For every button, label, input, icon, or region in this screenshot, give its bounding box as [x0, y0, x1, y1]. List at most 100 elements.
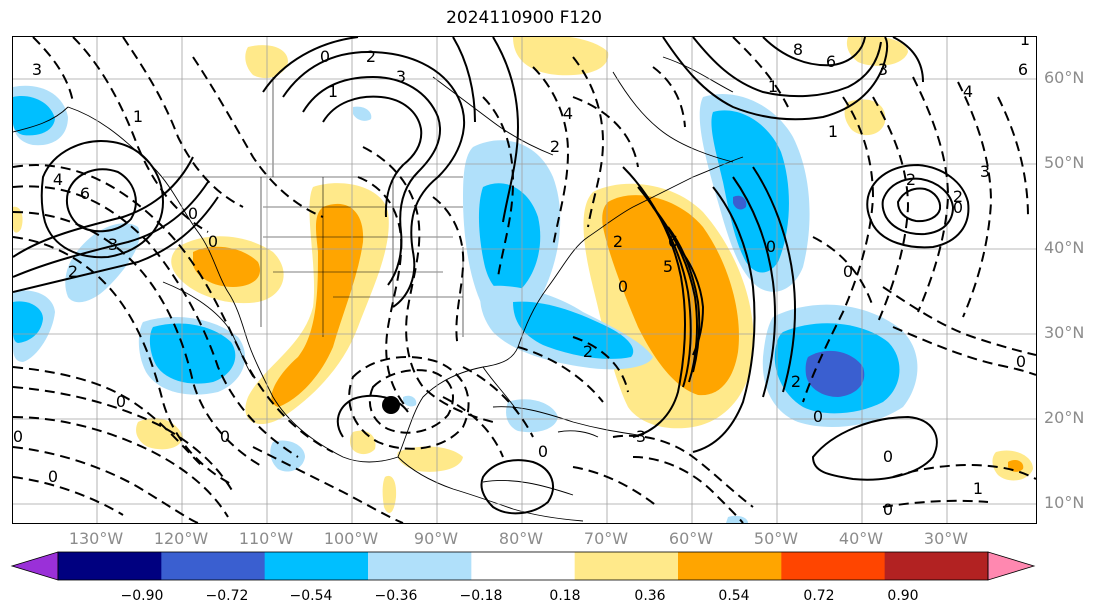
contour-label: 2 [791, 372, 801, 391]
colorbar-cell [58, 552, 162, 580]
lat-label: 50°N [1044, 153, 1085, 172]
colorbar-tick-label: −0.36 [374, 588, 418, 604]
positive-anomaly-region [382, 475, 397, 513]
negative-anomaly-region [13, 96, 55, 136]
contour-label: 3 [32, 60, 42, 79]
contour-label: 0 [1016, 352, 1026, 371]
colorbar-tick-label: 0.90 [887, 588, 919, 604]
contour-labels: 3 1 4 6 0 2 3 3 0 2 4 8 6 3 4 3 2 2 0 0 … [13, 37, 1030, 519]
lat-label: 60°N [1044, 68, 1085, 87]
positive-anomaly-region [13, 206, 23, 233]
positive-anomaly-region [349, 430, 376, 455]
contour-label: 3 [636, 427, 646, 446]
negative-anomaly-region [270, 440, 305, 472]
contour-label: 4 [963, 82, 973, 101]
contour-label: 2 [550, 137, 560, 156]
colorbar-cell [264, 552, 369, 580]
contour-label: 0 [883, 447, 893, 466]
lon-label: 90°W [413, 529, 459, 548]
colorbar-tick-label: −0.54 [289, 588, 333, 604]
negative-contours [13, 37, 1036, 523]
lon-label: 30°W [923, 529, 969, 548]
negative-anomaly-region [478, 183, 541, 295]
contour-label: 0 [48, 467, 58, 486]
colorbar-cell [161, 552, 266, 580]
political-borders [163, 77, 464, 337]
lon-label: 40°W [838, 529, 884, 548]
contour-label: 3 [108, 235, 118, 254]
negative-anomaly-region [403, 395, 417, 407]
map-canvas: 3 1 4 6 0 2 3 3 0 2 4 8 6 3 4 3 2 2 0 0 … [13, 37, 1036, 523]
lon-label: 110°W [238, 529, 294, 548]
contour-label: 6 [668, 232, 678, 251]
contour-label: 6 [826, 52, 836, 71]
contour-label: 4 [563, 104, 573, 123]
contour-label: 1 [973, 479, 983, 498]
contour-label: 6 [80, 184, 90, 203]
contour-label: 1 [328, 82, 338, 101]
contour-label: 0 [953, 198, 963, 217]
lat-label: 20°N [1044, 408, 1085, 427]
negative-anomaly-region [149, 323, 236, 384]
graticule [13, 37, 1036, 523]
colorbar-tick-label: 0.36 [634, 588, 666, 604]
negative-anomaly-region [513, 301, 634, 359]
positive-anomaly-region [397, 446, 463, 472]
contour-label: 0 [220, 427, 230, 446]
positive-anomaly-region [271, 203, 364, 407]
storm-center-marker [382, 396, 400, 414]
contour-label: 1 [133, 107, 143, 126]
contour-label: 3 [980, 162, 990, 181]
positive-anomaly-region [513, 37, 609, 76]
negative-anomaly-region [805, 350, 865, 397]
contour-label: 2 [953, 187, 963, 206]
contour-label: 4 [53, 170, 63, 189]
contour-label: 2 [613, 232, 623, 251]
lat-label: 40°N [1044, 238, 1085, 257]
contour-label: 2 [366, 47, 376, 66]
colorbar-extend-min [10, 551, 59, 581]
lon-label: 50°W [753, 529, 799, 548]
contour-label: 2 [583, 342, 593, 361]
contour-label: 0 [766, 237, 776, 256]
contour-label: 6 [1018, 60, 1028, 79]
negative-anomaly-region [506, 399, 558, 433]
colorbar-cell [368, 552, 472, 580]
contour-label: 0 [813, 407, 823, 426]
contour-label: 3 [878, 60, 888, 79]
colorbar-cell [884, 552, 989, 580]
colorbar-border [57, 551, 989, 581]
contour-label: 0 [188, 204, 198, 223]
contour-label: 0 [320, 47, 330, 66]
positive-anomaly-region [602, 195, 739, 396]
colorbar-tick-label: −0.72 [205, 588, 249, 604]
contour-label: 1 [1020, 37, 1030, 49]
lon-label: 130°W [68, 529, 124, 548]
contour-label: 0 [883, 500, 893, 519]
contour-label: 0 [538, 442, 548, 461]
contour-label: 2 [906, 170, 916, 189]
colorbar-tick-label: −0.90 [120, 588, 164, 604]
colorbar [10, 551, 1036, 581]
colorbar-extend-max [987, 551, 1036, 581]
contour-label: 2 [68, 262, 78, 281]
lat-label: 10°N [1044, 493, 1085, 512]
negative-anomaly-region [353, 106, 372, 121]
colorbar-cell [471, 552, 576, 580]
colorbar-cell [781, 552, 886, 580]
colorbar-cell [574, 552, 679, 580]
contour-label: 0 [116, 392, 126, 411]
contour-label: 1 [828, 122, 838, 141]
contour-label: 5 [663, 257, 673, 276]
map-title: 2024110900 F120 [446, 8, 602, 28]
lat-label: 30°N [1044, 323, 1085, 342]
colorbar-cell [678, 552, 782, 580]
colorbar-tick-label: −0.18 [459, 588, 503, 604]
positive-anomaly-region [844, 99, 886, 136]
lon-label: 80°W [498, 529, 544, 548]
positive-anomaly-region [136, 417, 183, 450]
negative-anomaly-region [726, 515, 748, 523]
colorbar-tick-label: 0.54 [718, 588, 750, 604]
contour-label: 0 [843, 262, 853, 281]
map-panel: 3 1 4 6 0 2 3 3 0 2 4 8 6 3 4 3 2 2 0 0 … [12, 36, 1037, 524]
